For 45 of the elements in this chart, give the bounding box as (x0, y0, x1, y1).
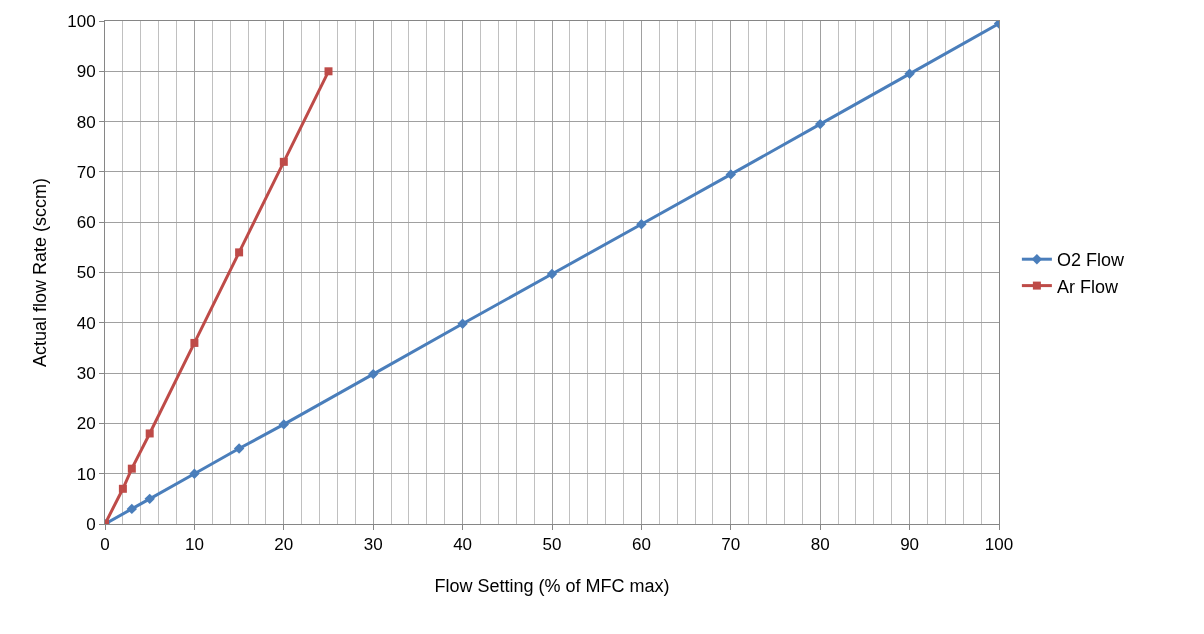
point (144, 493, 155, 505)
point (127, 464, 136, 473)
legend-label: Ar Flow (1056, 276, 1119, 297)
point (815, 118, 826, 130)
point (126, 503, 138, 515)
y-tick-label: 0 (86, 514, 96, 534)
x-tick-label: 30 (363, 535, 383, 555)
point (233, 443, 245, 454)
y-tick-label: 40 (76, 313, 96, 333)
point (636, 219, 647, 230)
point (904, 68, 915, 80)
y-tick-label: 30 (76, 364, 96, 384)
x-axis-title: Flow Setting (% of MFC max) (434, 575, 670, 596)
y-tick-label: 80 (76, 112, 96, 132)
y-tick-label: 100 (67, 11, 96, 31)
x-tick-label: 10 (184, 535, 204, 555)
x-tick-label: 70 (721, 535, 741, 555)
point (190, 338, 199, 347)
point (235, 248, 244, 257)
y-tick-label: 20 (76, 414, 96, 434)
y-axis-title: Actual flow Rate (sccm) (30, 177, 51, 368)
point (278, 419, 289, 430)
x-tick-label: 20 (274, 535, 294, 555)
x-tick-label: 50 (542, 535, 562, 555)
point (725, 169, 736, 180)
point (145, 429, 154, 438)
point (279, 157, 288, 166)
y-tick-label: 10 (76, 464, 96, 484)
x-tick-label: 90 (900, 535, 920, 555)
x-tick-label: 40 (453, 535, 473, 555)
point (368, 368, 379, 380)
x-tick-label: 0 (100, 535, 110, 555)
y-tick-label: 70 (76, 162, 96, 182)
y-tick-label: 60 (76, 213, 96, 233)
point (457, 318, 468, 330)
y-tick-label: 90 (76, 62, 96, 82)
x-tick-label: 100 (984, 535, 1014, 555)
legend-label: O2 Flow (1056, 250, 1125, 271)
point (546, 268, 558, 280)
point (324, 67, 333, 76)
y-tick-label: 50 (76, 263, 96, 283)
point (118, 484, 127, 493)
x-tick-label: 80 (810, 535, 830, 555)
point (189, 468, 200, 479)
x-tick-label: 60 (631, 535, 651, 555)
